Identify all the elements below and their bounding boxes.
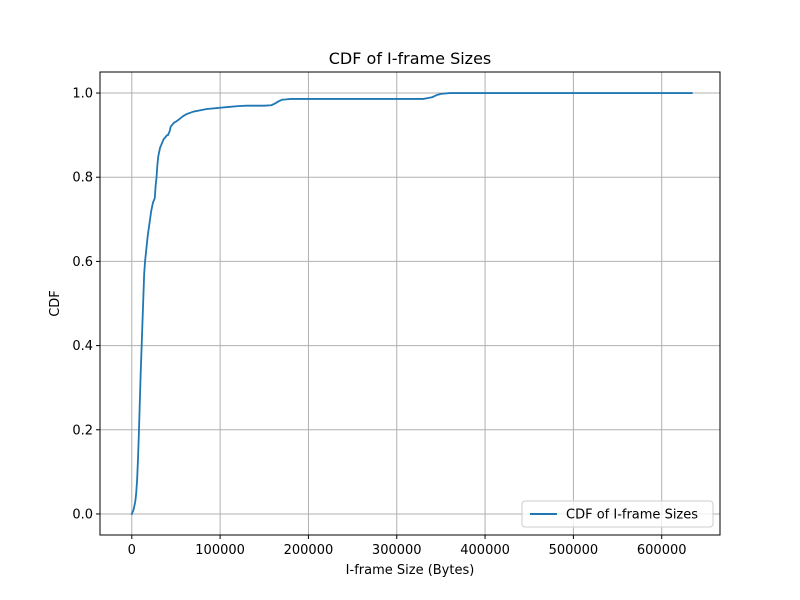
x-tick-label: 400000 [460, 543, 510, 558]
legend-box [521, 500, 714, 528]
y-tick-label: 0.4 [72, 339, 93, 354]
x-tick-label: 600000 [637, 543, 687, 558]
legend-label-cdf: CDF of I-frame Sizes [566, 508, 698, 523]
x-axis-label: I-frame Size (Bytes) [346, 563, 475, 578]
series-line-cdf [130, 92, 693, 516]
x-tick-label: 100000 [195, 543, 245, 558]
plot-frame [99, 71, 721, 536]
y-axis-label: CDF [48, 290, 63, 317]
grid-lines [100, 72, 720, 535]
plot-data [130, 92, 693, 516]
y-tick-label: 0.8 [72, 171, 93, 186]
y-tick-label: 0.0 [72, 507, 93, 522]
legend: CDF of I-frame Sizes [521, 500, 714, 528]
x-tick-label: 200000 [284, 543, 334, 558]
y-tick-label: 1.0 [72, 87, 93, 102]
x-tick-label: 500000 [549, 543, 599, 558]
x-tick-label: 0 [128, 543, 136, 558]
axis-ticks: 0 100000 200000 300000 400000 500000 600000 0.0… [72, 87, 686, 558]
x-tick-label: 300000 [372, 543, 422, 558]
y-tick-label: 0.6 [72, 255, 93, 270]
chart-title: CDF of I-frame Sizes [329, 49, 492, 68]
y-tick-label: 0.2 [72, 423, 93, 438]
